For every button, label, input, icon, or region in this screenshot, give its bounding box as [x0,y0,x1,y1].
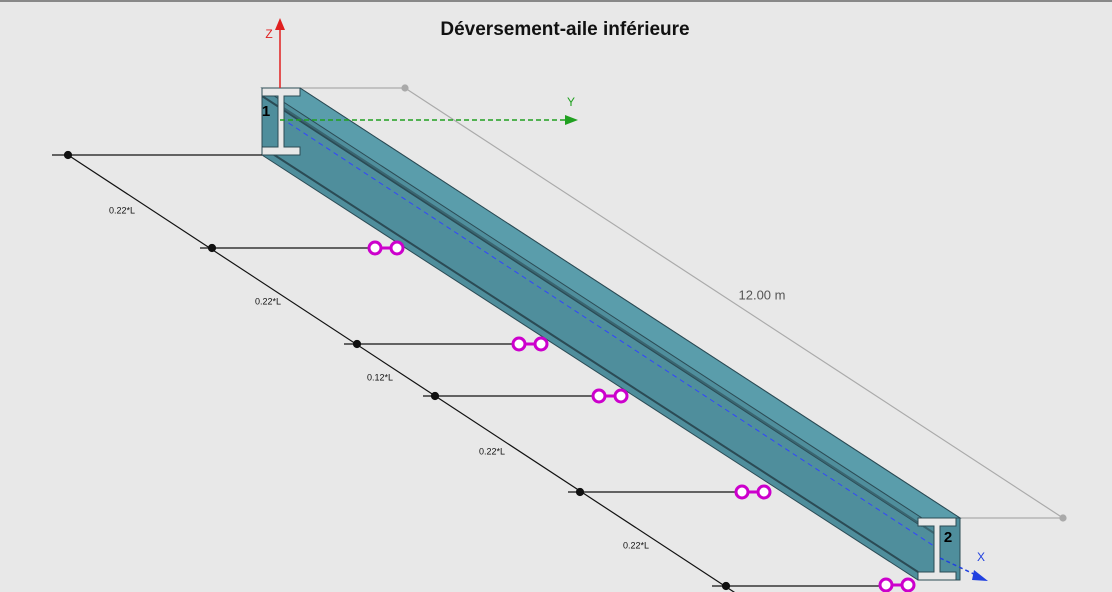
segment-label: 0.22*L [479,446,505,456]
segment-label: 0.12*L [367,372,393,382]
segment-label: 0.22*L [255,296,281,306]
restraint-point [209,245,216,252]
drawing-view: Déversement-aile inférieure 12.00 m 1 2 [0,0,1112,592]
node-label: 2 [944,529,952,546]
z-label: Z [265,27,272,41]
dimension-label: 12.00 m [739,287,786,302]
node-label: 1 [262,103,270,120]
dimension-end [1060,515,1066,521]
x-label: X [977,550,985,564]
page: Déversement-aile inférieure 12.00 m 1 2 [0,0,1112,592]
restraint-point [723,583,730,590]
title: Déversement-aile inférieure [440,19,689,40]
y-label: Y [567,95,575,109]
dimension-end [402,85,408,91]
segment-label: 0.22*L [109,205,135,215]
restraint-point [354,341,361,348]
restraint-point [65,152,72,159]
restraint-point [577,489,584,496]
segment-label: 0.22*L [623,540,649,550]
restraint-point [432,393,439,400]
